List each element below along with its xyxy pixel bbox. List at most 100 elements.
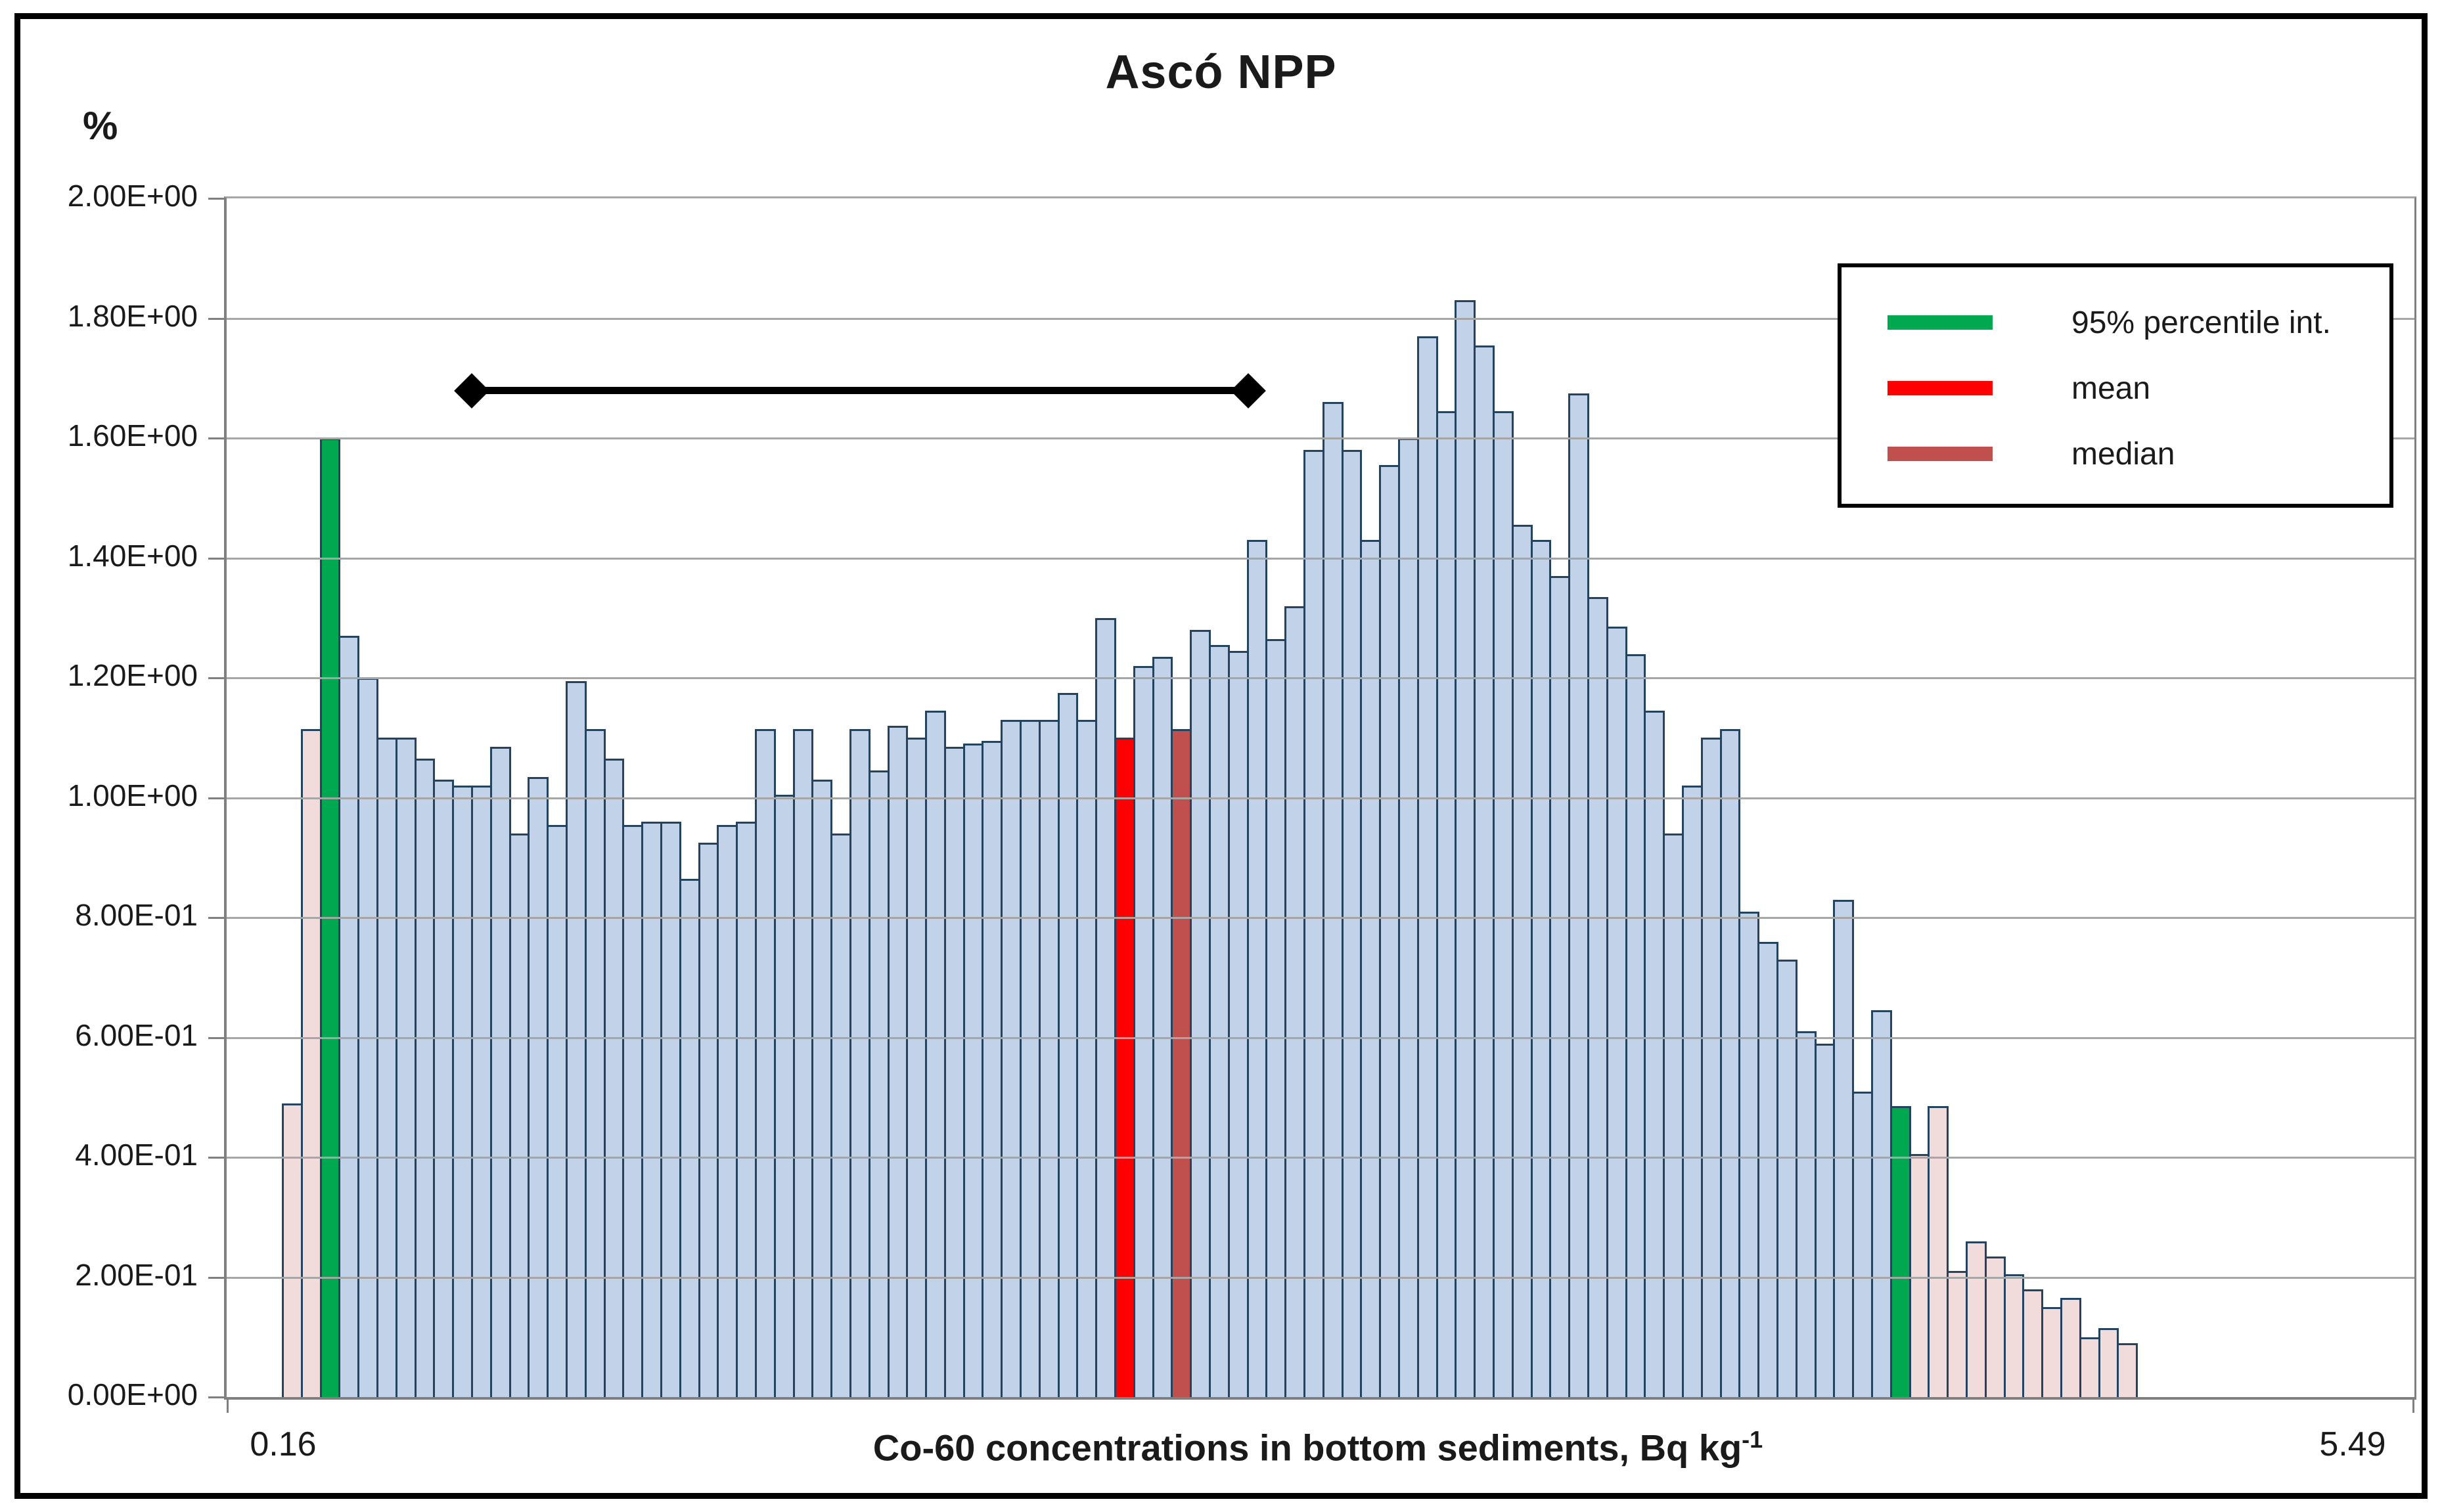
x-axis-tick bbox=[2412, 1397, 2414, 1413]
histogram-bar bbox=[1568, 393, 1589, 1397]
histogram-bar bbox=[1700, 738, 1722, 1397]
x-axis-tick bbox=[227, 1397, 229, 1413]
outside-interval-bar bbox=[2003, 1274, 2025, 1397]
histogram-bar bbox=[849, 728, 871, 1397]
histogram-bar bbox=[584, 728, 606, 1397]
histogram-bar bbox=[641, 822, 662, 1397]
outside-interval-bar bbox=[2079, 1337, 2100, 1397]
percentile-interval-line bbox=[453, 372, 1267, 409]
histogram-bar bbox=[1076, 719, 1098, 1397]
outside-interval-bar bbox=[2098, 1328, 2119, 1397]
x-axis-title-text: Co-60 concentrations in bottom sediments… bbox=[872, 1427, 1742, 1469]
histogram-bar bbox=[1814, 1043, 1836, 1397]
histogram-bar bbox=[1795, 1031, 1817, 1397]
y-axis-tick bbox=[208, 437, 227, 439]
legend-swatch-red bbox=[1888, 381, 1993, 395]
histogram-bar bbox=[528, 776, 549, 1397]
y-axis-tick bbox=[208, 198, 227, 200]
histogram-bar bbox=[1379, 465, 1401, 1397]
histogram-bar bbox=[603, 759, 625, 1397]
histogram-bar bbox=[679, 878, 700, 1397]
histogram-bar bbox=[811, 780, 833, 1397]
gridline bbox=[227, 1036, 2414, 1039]
histogram-bar bbox=[1606, 627, 1627, 1397]
histogram-bar bbox=[982, 740, 1003, 1397]
outside-interval-bar bbox=[2117, 1343, 2138, 1397]
y-axis-tick bbox=[208, 797, 227, 799]
histogram-bar bbox=[338, 636, 360, 1397]
histogram-bar bbox=[1020, 719, 1041, 1397]
outside-interval-bar bbox=[2060, 1298, 2081, 1397]
histogram-bar bbox=[547, 824, 568, 1397]
gridline bbox=[227, 797, 2414, 799]
histogram-bar bbox=[792, 728, 814, 1397]
histogram-bar bbox=[773, 794, 795, 1397]
y-axis-tick bbox=[208, 1157, 227, 1159]
y-axis-tick-label: 1.60E+00 bbox=[67, 418, 198, 453]
x-axis-max-label: 5.49 bbox=[2319, 1425, 2386, 1463]
y-axis-tick-label: 1.40E+00 bbox=[67, 538, 198, 573]
gridline bbox=[227, 1276, 2414, 1279]
histogram-bar bbox=[1474, 345, 1495, 1397]
histogram-bar bbox=[1322, 402, 1344, 1397]
outside-interval-bar bbox=[1965, 1241, 1987, 1397]
histogram-bar bbox=[698, 842, 719, 1397]
legend-item: median bbox=[1842, 421, 2389, 487]
legend-item: mean bbox=[1842, 355, 2389, 421]
y-axis-tick-label: 1.20E+00 bbox=[67, 658, 198, 692]
median-bar bbox=[1171, 728, 1192, 1397]
y-axis-tick bbox=[208, 677, 227, 679]
gridline bbox=[227, 317, 2414, 320]
histogram-bar bbox=[1455, 300, 1476, 1397]
histogram-bar bbox=[414, 759, 436, 1397]
y-axis-tick bbox=[208, 317, 227, 320]
histogram-bar bbox=[754, 728, 776, 1397]
histogram-bar bbox=[1416, 336, 1438, 1397]
gridline bbox=[227, 677, 2414, 679]
outside-interval-bar bbox=[300, 728, 322, 1397]
percentile-bound-bar bbox=[1889, 1106, 1911, 1397]
histogram-bar bbox=[660, 822, 681, 1397]
y-axis-tick bbox=[208, 557, 227, 560]
histogram-bar bbox=[1209, 644, 1230, 1397]
histogram-bar bbox=[868, 770, 890, 1397]
y-axis-tick bbox=[208, 1036, 227, 1039]
histogram-bar bbox=[1265, 638, 1287, 1397]
y-axis-tick-label: 8.00E-01 bbox=[75, 898, 198, 932]
histogram-bar bbox=[1644, 711, 1665, 1397]
legend-label: median bbox=[2071, 436, 2175, 472]
histogram-bar bbox=[1303, 450, 1324, 1397]
histogram-bar bbox=[1341, 450, 1363, 1397]
chart-title: Ascó NPP bbox=[1105, 46, 1337, 99]
plot-area bbox=[208, 196, 2416, 1413]
histogram-bar bbox=[962, 744, 984, 1397]
histogram-bar bbox=[1776, 959, 1798, 1397]
legend-label: mean bbox=[2071, 370, 2151, 406]
outside-interval-bar bbox=[1947, 1271, 1968, 1397]
legend-item: 95% percentile int. bbox=[1842, 290, 2389, 355]
histogram-bar bbox=[433, 780, 455, 1397]
y-axis-tick-label: 2.00E+00 bbox=[67, 179, 198, 213]
histogram-bar bbox=[1852, 1091, 1873, 1397]
outside-interval-bar bbox=[1928, 1106, 1949, 1397]
legend-swatch-brown bbox=[1888, 447, 1993, 461]
gridline bbox=[227, 1157, 2414, 1159]
y-axis-tick-label: 6.00E-01 bbox=[75, 1017, 198, 1052]
y-axis-tick-label: 4.00E-01 bbox=[75, 1138, 198, 1172]
histogram-bar bbox=[1095, 617, 1117, 1397]
histogram-bar bbox=[565, 680, 587, 1397]
histogram-bar bbox=[1549, 575, 1571, 1397]
histogram-bar bbox=[1246, 540, 1268, 1397]
legend-label: 95% percentile int. bbox=[2071, 305, 2331, 340]
y-axis-tick-label: 1.00E+00 bbox=[67, 778, 198, 812]
histogram-bar bbox=[1511, 525, 1533, 1397]
histogram-bar bbox=[395, 738, 417, 1397]
histogram-bar bbox=[1360, 540, 1382, 1397]
outside-interval-bar bbox=[282, 1103, 303, 1397]
histogram-bar bbox=[906, 738, 928, 1397]
y-axis-tick bbox=[208, 1396, 227, 1398]
histogram-bar bbox=[1227, 650, 1249, 1397]
histogram-bar bbox=[1152, 657, 1173, 1397]
gridline bbox=[227, 557, 2414, 560]
histogram-bar bbox=[736, 822, 757, 1397]
